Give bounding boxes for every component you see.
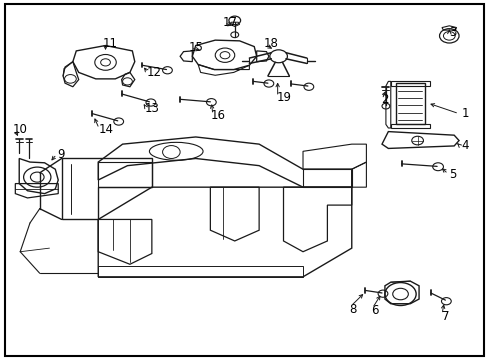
Text: 11: 11	[103, 37, 118, 50]
Text: 13: 13	[144, 102, 159, 115]
Text: 9: 9	[57, 148, 64, 161]
Text: 14: 14	[98, 123, 113, 136]
Text: 19: 19	[276, 91, 290, 104]
Text: 4: 4	[461, 139, 468, 152]
Text: 3: 3	[448, 27, 456, 40]
Text: 1: 1	[461, 107, 468, 120]
Text: 17: 17	[222, 16, 237, 29]
Text: 8: 8	[348, 303, 356, 316]
Text: 5: 5	[448, 168, 456, 181]
Text: 2: 2	[380, 93, 388, 106]
Text: 6: 6	[370, 305, 378, 318]
Text: 16: 16	[210, 109, 225, 122]
Text: 7: 7	[441, 310, 448, 323]
Text: 10: 10	[13, 123, 28, 136]
Text: 15: 15	[188, 41, 203, 54]
Text: 18: 18	[264, 37, 278, 50]
Text: 12: 12	[147, 66, 162, 79]
